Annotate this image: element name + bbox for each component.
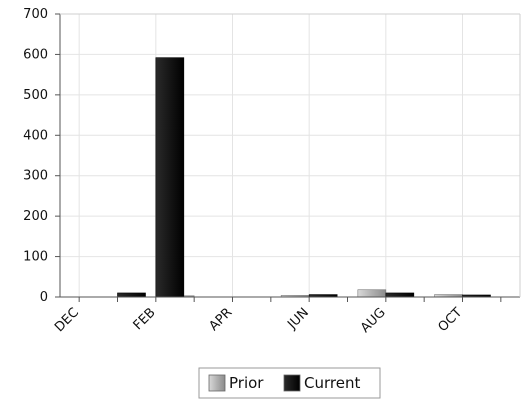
bar-current-aug: [385, 292, 415, 298]
y-tick-labels: 0 100 200 300 400 500 600 700: [23, 7, 48, 305]
axes: [55, 13, 521, 302]
bar-current-feb: [155, 57, 185, 298]
y-tick-label: 600: [23, 47, 48, 62]
x-tick-label: FEB: [131, 305, 159, 333]
grid-lines: [60, 13, 520, 297]
x-tick-label: APR: [207, 305, 236, 334]
y-tick-label: 700: [23, 7, 48, 22]
y-tick-label: 400: [23, 128, 48, 143]
bar-current-jan: [117, 292, 146, 298]
x-tick-label: OCT: [435, 305, 465, 335]
legend: Prior Current: [198, 367, 381, 399]
y-tick-label: 200: [23, 209, 48, 224]
legend-swatch-current: [283, 374, 301, 392]
x-tick-label: DEC: [52, 305, 82, 335]
bar-marks: [117, 57, 491, 298]
y-tick-label: 0: [40, 290, 48, 305]
legend-swatch-prior: [208, 374, 226, 392]
x-tick-labels: DEC FEB APR JUN AUG OCT: [52, 305, 465, 336]
y-tick-label: 300: [23, 169, 48, 184]
legend-label-prior: Prior: [229, 374, 264, 392]
legend-label-current: Current: [304, 374, 360, 392]
y-tick-label: 500: [23, 88, 48, 103]
bar-prior-aug: [357, 289, 387, 298]
x-tick-label: JUN: [284, 305, 312, 333]
y-tick-label: 100: [23, 250, 48, 265]
x-tick-label: AUG: [358, 305, 389, 336]
